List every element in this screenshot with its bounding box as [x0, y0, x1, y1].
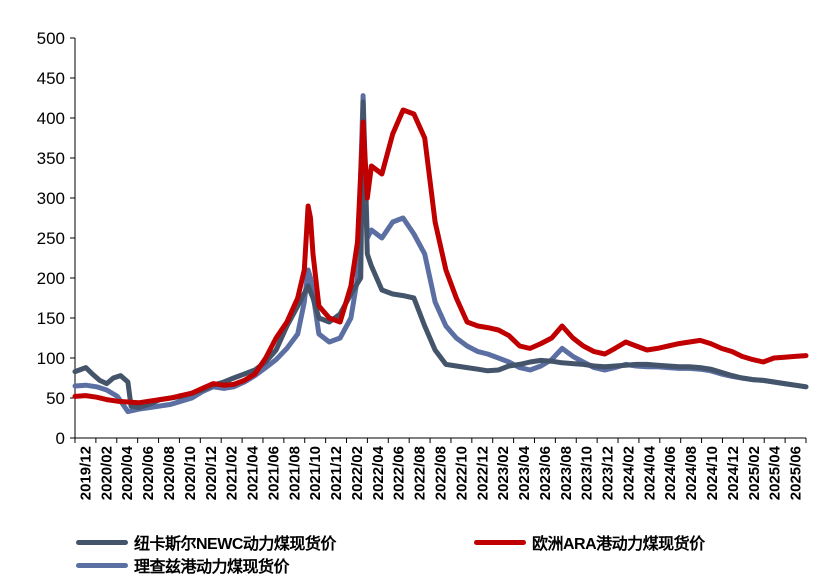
- y-tick-label: 0: [56, 429, 65, 448]
- x-tick-label: 2023/08: [558, 446, 575, 500]
- x-tick-label: 2022/08: [412, 446, 429, 500]
- x-tick-label: 2023/02: [495, 446, 512, 500]
- x-tick-label: 2022/10: [453, 446, 470, 500]
- y-tick-label: 350: [37, 149, 65, 168]
- legend-label-richards-bay: 理查兹港动力煤现货价: [134, 559, 290, 576]
- x-tick-label: 2021/06: [265, 446, 282, 500]
- legend-item-ara: 欧洲ARA港动力煤现货价: [474, 530, 705, 554]
- legend-swatch-richards-bay: [76, 562, 128, 568]
- x-tick-label: 2021/12: [328, 446, 345, 500]
- y-tick-label: 450: [37, 69, 65, 88]
- x-tick-label: 2020/10: [182, 446, 199, 500]
- y-axis: 0 50 100 150 200 250 300 350 400 450 500: [37, 29, 76, 448]
- y-tick-label: 250: [37, 229, 65, 248]
- x-tick-label: 2025/06: [788, 446, 805, 500]
- x-tick-label: 2023/12: [600, 446, 617, 500]
- y-tick-label: 150: [37, 309, 65, 328]
- y-tick-label: 100: [37, 349, 65, 368]
- x-tick-label: 2024/12: [725, 446, 742, 500]
- x-tick-label: 2022/12: [474, 446, 491, 500]
- x-tick-label: 2021/10: [307, 446, 324, 500]
- x-tick-label: 2024/10: [704, 446, 721, 500]
- plot-lines: [72, 93, 809, 415]
- x-tick-label: 2022/08: [433, 446, 450, 500]
- y-tick-label: 300: [37, 189, 65, 208]
- y-tick-label: 400: [37, 109, 65, 128]
- y-tick-label: 200: [37, 269, 65, 288]
- x-tick-label: 2020/04: [119, 445, 136, 500]
- x-tick-label: 2022/06: [391, 446, 408, 500]
- x-tick-label: 2025/02: [746, 446, 763, 500]
- x-tick-label: 2021/04: [245, 445, 262, 500]
- x-tick-label: 2024/06: [662, 446, 679, 500]
- x-tick-label: 2021/02: [224, 446, 241, 500]
- y-tick-label: 50: [46, 389, 65, 408]
- y-tick-label: 500: [37, 29, 65, 48]
- x-tick-label: 2021/08: [286, 446, 303, 500]
- x-tick-label: 2024/08: [683, 446, 700, 500]
- x-tick-label: 2020/08: [161, 446, 178, 500]
- x-tick-label: 2023/04: [516, 445, 533, 500]
- x-tick-label: 2024/04: [641, 445, 658, 500]
- x-tick-label: 2023/10: [579, 446, 596, 500]
- x-tick-label: 2024/02: [620, 446, 637, 500]
- series-line-1: [72, 107, 809, 406]
- x-axis: 2019/12 2020/02 2020/04 2020/06 2020/08 2020/…: [74, 437, 807, 500]
- x-tick-label: 2022/02: [349, 446, 366, 500]
- x-tick-label: 2020/02: [98, 446, 115, 500]
- legend-label-ara: 欧洲ARA港动力煤现货价: [532, 536, 705, 553]
- legend-swatch-newc: [76, 539, 128, 545]
- x-tick-label: 2023/06: [537, 446, 554, 500]
- x-tick-label: 2020/06: [140, 446, 157, 500]
- legend-label-newc: 纽卡斯尔NEWC动力煤现货价: [134, 536, 336, 553]
- legend-item-newc: 纽卡斯尔NEWC动力煤现货价: [76, 530, 336, 554]
- legend-item-richards-bay: 理查兹港动力煤现货价: [76, 553, 290, 577]
- x-tick-label: 2025/04: [767, 445, 784, 500]
- legend-swatch-ara: [474, 539, 526, 545]
- x-tick-label: 2020/12: [203, 446, 220, 500]
- x-tick-label: 2022/04: [370, 445, 387, 500]
- x-tick-label: 2019/12: [77, 446, 94, 500]
